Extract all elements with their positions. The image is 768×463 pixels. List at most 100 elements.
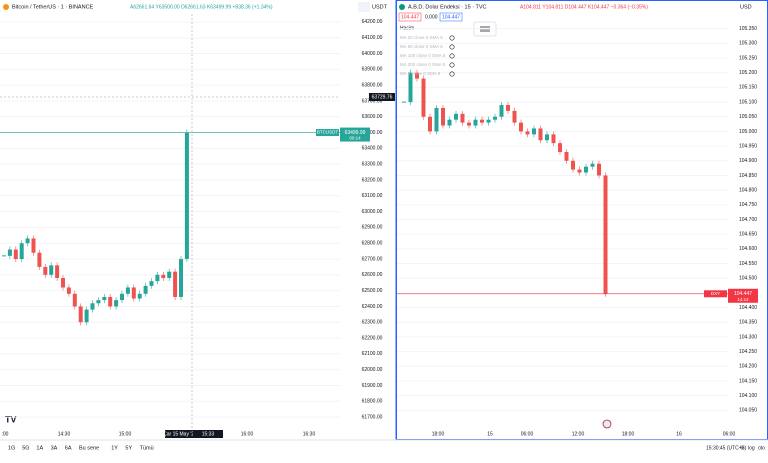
crosshair-price: 63729.76 (372, 94, 393, 100)
y-tick-label: 104.300 (739, 334, 757, 340)
candle (558, 143, 562, 152)
range-button[interactable]: 1Y (111, 445, 118, 451)
x-tick-label: 15:33 (202, 431, 215, 437)
y-tick-label: 64100.00 (362, 35, 383, 41)
candle (66, 287, 71, 294)
candle (590, 163, 595, 167)
x-tick-label: 18:00 (432, 431, 445, 437)
candle (149, 281, 154, 286)
symbol-tag (704, 290, 727, 298)
candle (434, 107, 439, 132)
tv-logo: TV (5, 414, 17, 424)
y-tick-label: 62400.00 (362, 304, 383, 310)
y-tick-label: 63200.00 (362, 177, 383, 183)
range-button[interactable]: 5Y (125, 445, 132, 451)
candle (467, 122, 471, 126)
y-tick-label: 105.150 (739, 85, 757, 91)
y-tick-label: 64000.00 (362, 51, 383, 57)
right-ohlc: A104.811 Y104.811 D104.447 K104.447 −0.3… (520, 4, 648, 10)
candle (532, 128, 536, 135)
candle (84, 309, 89, 323)
toolbar-item[interactable]: oto (758, 445, 765, 451)
indicator-label: MA 200 close 0 SMA 5 (400, 62, 446, 67)
visibility-toggle[interactable] (449, 44, 455, 50)
candle (571, 160, 575, 170)
y-tick-label: 61700.00 (362, 414, 383, 420)
visibility-toggle[interactable] (449, 71, 455, 77)
candle (402, 101, 406, 103)
y-tick-label: 63000.00 (362, 209, 383, 215)
y-tick-label: 104.750 (739, 202, 757, 208)
ask-box[interactable] (439, 12, 463, 22)
y-tick-label: 104.250 (739, 349, 757, 355)
y-tick-label: 105.050 (739, 114, 757, 120)
y-tick-label: 62500.00 (362, 288, 383, 294)
last-price-label: 63499.99 (345, 130, 366, 136)
y-tick-label: 105.100 (739, 99, 757, 105)
crosshair-price-box (369, 93, 395, 101)
candle (506, 105, 510, 111)
countdown-label: 00:14 (349, 136, 361, 141)
y-tick-label: 104.400 (739, 305, 757, 311)
x-tick-label: 15:00 (119, 431, 132, 437)
range-button[interactable]: 1A (36, 445, 43, 451)
range-button[interactable]: Bu sene (79, 445, 99, 451)
candle (421, 78, 426, 117)
y-tick-label: 104.200 (739, 364, 757, 370)
range-button[interactable]: 3A (51, 445, 58, 451)
candle (179, 259, 183, 297)
indicator-label: MA 100 close 0 SMA 5 (400, 53, 446, 58)
visibility-toggle[interactable] (449, 35, 455, 41)
toolbar-item[interactable]: % (740, 445, 745, 451)
candle (55, 265, 60, 278)
y-tick-label: 63100.00 (362, 193, 383, 199)
candle (108, 296, 113, 307)
last-price-tag (728, 288, 758, 303)
candle (37, 252, 42, 267)
candle (7, 249, 12, 256)
y-tick-label: 104.600 (739, 246, 757, 252)
y-tick-label: 64200.00 (362, 19, 383, 25)
y-tick-label: 104.650 (739, 232, 757, 238)
candle (460, 113, 465, 123)
y-tick-label: 104.550 (739, 261, 757, 267)
candle (493, 116, 497, 120)
x-tick-label: 16:00 (241, 431, 254, 437)
x-tick-label: 18:00 (622, 431, 635, 437)
candle (49, 265, 54, 275)
y-tick-label: 104.700 (739, 217, 757, 223)
visibility-toggle[interactable] (449, 53, 455, 59)
range-button[interactable]: 5G (22, 445, 29, 451)
y-tick-label: 104.950 (739, 143, 757, 149)
range-button[interactable]: 6A (65, 445, 72, 451)
candle (137, 293, 142, 299)
y-tick-label: 63300.00 (362, 162, 383, 168)
toolbar-item[interactable]: log (748, 445, 755, 451)
candle (480, 119, 484, 123)
dxy-icon (399, 4, 405, 10)
y-tick-label: 63900.00 (362, 67, 383, 73)
candle (454, 113, 458, 120)
range-button[interactable]: 1G (8, 445, 15, 451)
last-price-label: 104.447 (734, 291, 752, 297)
bid-box[interactable] (398, 12, 422, 22)
symbol-tag-label: BTCUSDT (317, 130, 339, 135)
candle (90, 303, 95, 310)
candle (564, 151, 569, 161)
visibility-toggle[interactable] (449, 62, 455, 68)
bid: 104.447 (401, 14, 419, 20)
candle (43, 266, 48, 275)
candle (447, 119, 452, 126)
candle (25, 238, 30, 244)
candle (603, 175, 608, 294)
x-tick-label: 14:30 (58, 431, 71, 437)
y-tick-label: 63500.00 (362, 130, 383, 136)
currency-box (358, 2, 370, 12)
y-tick-label: 63600.00 (362, 114, 383, 120)
candle (525, 131, 530, 135)
candle (125, 287, 130, 294)
candle (72, 293, 77, 307)
range-button[interactable]: Tümü (140, 445, 154, 451)
left-ohlc: A62661.64 Y63500.00 D62661.63 K63499.99 … (130, 4, 273, 10)
